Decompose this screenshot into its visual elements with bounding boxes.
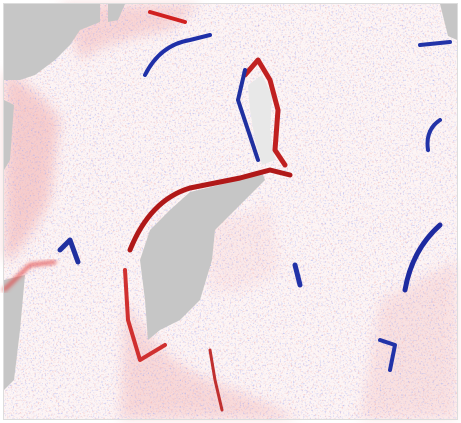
map-figure: [0, 0, 461, 423]
